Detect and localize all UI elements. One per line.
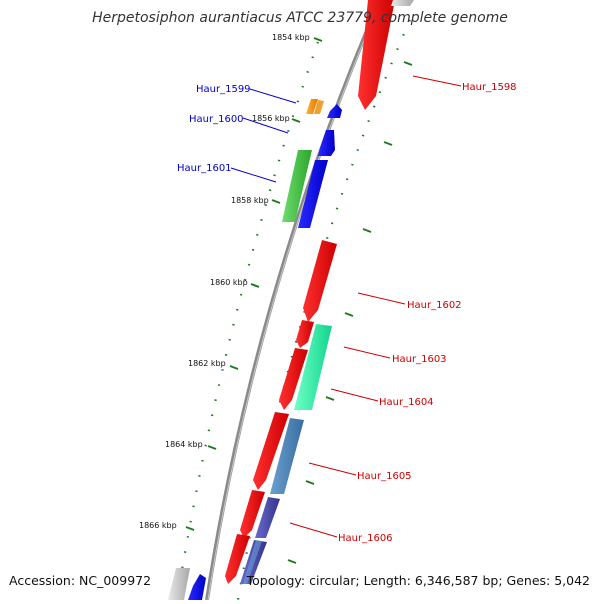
gene-label-haur-1604[interactable]: Haur_1604 bbox=[379, 397, 434, 408]
gene-blue-arrow-upper[interactable] bbox=[318, 130, 335, 156]
gene-label-haur-1600[interactable]: Haur_1600 bbox=[189, 114, 244, 125]
gene-red-small-1[interactable] bbox=[296, 320, 314, 348]
gene-haur-1605[interactable] bbox=[253, 412, 289, 490]
gene-red-mid[interactable] bbox=[279, 348, 308, 410]
forward-strand-genes bbox=[168, 99, 342, 600]
gene-grey-bottom[interactable] bbox=[168, 568, 190, 600]
tick-label-1866: 1866 kbp bbox=[139, 521, 177, 530]
genome-summary: Topology: circular; Length: 6,346,587 bp… bbox=[246, 573, 590, 588]
gene-haur-1598[interactable] bbox=[358, 0, 395, 110]
gene-steel-2[interactable] bbox=[243, 540, 262, 584]
inner-ticks bbox=[185, 37, 323, 531]
gene-label-haur-1601[interactable]: Haur_1601 bbox=[177, 163, 232, 174]
gene-blue-bottom[interactable] bbox=[188, 574, 206, 600]
gene-haur-1599b[interactable] bbox=[314, 100, 324, 114]
gene-red-bottom[interactable] bbox=[225, 534, 250, 584]
tick-label-1856: 1856 kbp bbox=[252, 114, 290, 123]
genome-title: Herpetosiphon aurantiacus ATCC 23779, co… bbox=[92, 10, 508, 26]
genome-axis-highlight bbox=[207, 0, 382, 601]
gene-grey-top[interactable] bbox=[391, 0, 414, 6]
gene-label-haur-1605[interactable]: Haur_1605 bbox=[357, 471, 412, 482]
tick-label-1854: 1854 kbp bbox=[272, 33, 310, 42]
gene-label-haur-1598[interactable]: Haur_1598 bbox=[462, 82, 517, 93]
tick-label-1862: 1862 kbp bbox=[188, 359, 226, 368]
gene-label-haur-1602[interactable]: Haur_1602 bbox=[407, 300, 462, 311]
gene-label-haur-1599[interactable]: Haur_1599 bbox=[196, 84, 251, 95]
gene-haur-1603[interactable] bbox=[294, 324, 332, 410]
gene-navy-1[interactable] bbox=[255, 497, 280, 538]
gene-label-haur-1603[interactable]: Haur_1603 bbox=[392, 354, 447, 365]
gene-blue-long[interactable] bbox=[298, 160, 328, 228]
gene-haur-1601[interactable] bbox=[282, 150, 312, 222]
gene-label-haur-1606[interactable]: Haur_1606 bbox=[338, 533, 393, 544]
genome-axis bbox=[205, 0, 382, 601]
gene-haur-1606[interactable] bbox=[240, 490, 265, 538]
reverse-leader-lines bbox=[289, 75, 462, 538]
reverse-strand-genes bbox=[225, 0, 414, 584]
outer-ticks bbox=[287, 61, 413, 564]
accession-label: Accession: NC_009972 bbox=[9, 573, 152, 588]
tick-label-1858: 1858 kbp bbox=[231, 196, 269, 205]
gene-haur-1599[interactable] bbox=[306, 99, 318, 114]
forward-leader-lines bbox=[230, 88, 297, 183]
gene-steel-1[interactable] bbox=[270, 418, 304, 494]
gene-haur-1602[interactable] bbox=[303, 240, 337, 322]
tick-label-1860: 1860 kbp bbox=[210, 278, 248, 287]
tick-label-1864: 1864 kbp bbox=[165, 440, 203, 449]
gene-haur-1600[interactable] bbox=[327, 104, 342, 118]
